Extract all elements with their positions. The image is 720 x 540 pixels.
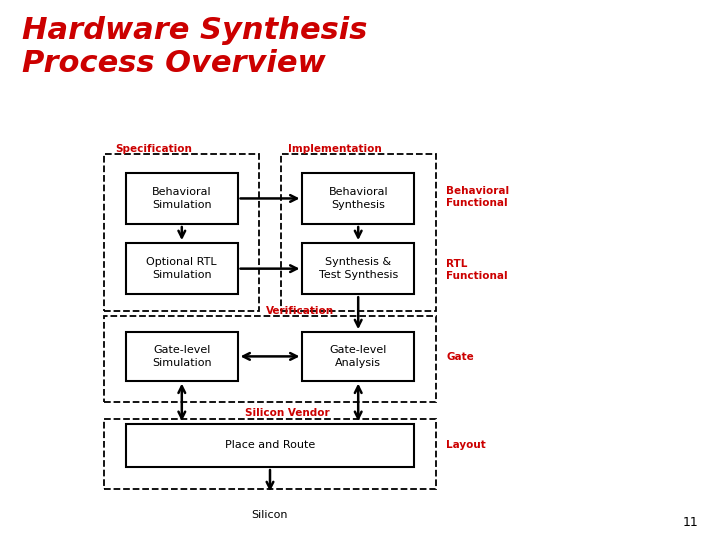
Text: Synthesis &
Test Synthesis: Synthesis & Test Synthesis: [318, 258, 398, 280]
Bar: [302, 173, 414, 224]
Text: Behavioral
Functional: Behavioral Functional: [446, 186, 510, 208]
Bar: [126, 424, 414, 467]
Bar: [126, 173, 238, 224]
Text: Gate-level
Analysis: Gate-level Analysis: [330, 345, 387, 368]
Text: Specification: Specification: [115, 144, 192, 154]
Text: RTL
Functional: RTL Functional: [446, 259, 508, 281]
Text: Hardware Synthesis
Process Overview: Hardware Synthesis Process Overview: [22, 16, 367, 78]
Bar: [126, 332, 238, 381]
Text: Behavioral
Synthesis: Behavioral Synthesis: [328, 187, 388, 210]
Text: Layout: Layout: [446, 441, 486, 450]
Bar: [302, 243, 414, 294]
Bar: [126, 243, 238, 294]
Text: Behavioral
Simulation: Behavioral Simulation: [152, 187, 212, 210]
Text: 11: 11: [683, 516, 698, 529]
Text: Silicon Vendor: Silicon Vendor: [245, 408, 330, 418]
Bar: [104, 316, 436, 402]
Text: Implementation: Implementation: [288, 144, 382, 154]
Bar: [281, 154, 436, 310]
Text: Optional RTL
Simulation: Optional RTL Simulation: [146, 258, 217, 280]
Text: Place and Route: Place and Route: [225, 441, 315, 450]
Text: Silicon: Silicon: [252, 510, 288, 521]
Bar: [104, 418, 436, 489]
Text: Gate: Gate: [446, 353, 474, 362]
Text: Gate-level
Simulation: Gate-level Simulation: [152, 345, 212, 368]
Bar: [104, 154, 259, 310]
Text: Verification: Verification: [266, 306, 335, 316]
Bar: [302, 332, 414, 381]
